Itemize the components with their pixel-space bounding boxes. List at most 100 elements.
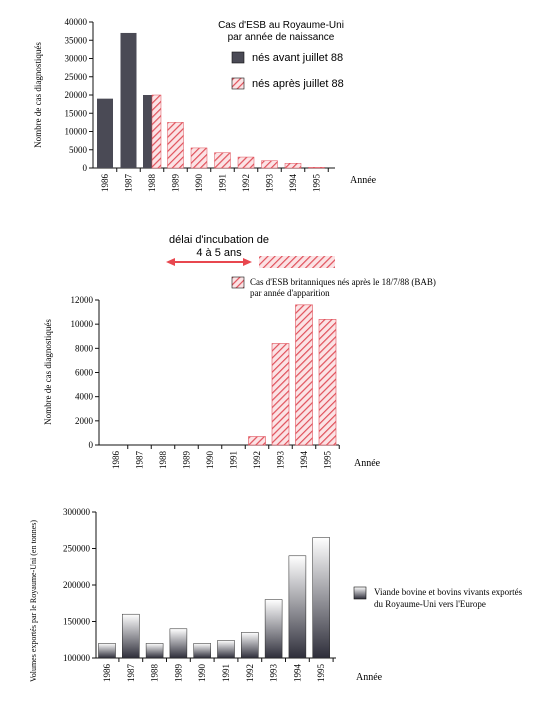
c2-xtick-label: 1994 — [299, 451, 309, 470]
c2-ytick-label: 12000 — [71, 295, 94, 305]
chart1-title-line2: par année de naissance — [228, 32, 335, 43]
c3-bar-1991 — [217, 640, 235, 659]
chart1-legend-swatch-after — [231, 77, 245, 90]
c1-bar-after-1994 — [284, 163, 302, 169]
c1-ytick-label: 20000 — [65, 90, 88, 100]
c3-ytick-label: 150000 — [63, 617, 91, 627]
chart2-legend-line1: Cas d'ESB britanniques nés après le 18/7… — [250, 277, 436, 287]
c1-bar-after-1992 — [237, 156, 255, 169]
c1-xtick-label: 1990 — [194, 174, 204, 193]
c2-bar-1995 — [318, 319, 337, 446]
c1-xtick-label: 1986 — [100, 174, 110, 193]
c3-ytick-label: 300000 — [63, 507, 91, 517]
c1-ytick-label: 0 — [83, 163, 88, 173]
c3-xtick-label: 1991 — [221, 664, 231, 682]
c1-ytick-label: 10000 — [65, 127, 88, 137]
chart2-legend-line2: par année d'apparition — [250, 288, 330, 298]
c1-ytick-label: 35000 — [65, 35, 88, 45]
c3-ytick-label: 200000 — [63, 580, 91, 590]
c1-bar-after-1993 — [261, 160, 278, 169]
c3-xtick-label: 1988 — [150, 664, 160, 683]
c1-bar-before-1986 — [97, 98, 113, 168]
c1-xtick-label: 1989 — [171, 174, 181, 193]
c2-xtick-label: 1987 — [135, 451, 145, 470]
c3-bar-1987 — [122, 613, 140, 659]
chart3-legend-swatch — [353, 586, 367, 600]
c3-bar-1989 — [169, 628, 188, 659]
chart1-ylabel: Nombre de cas diagnostiqués — [33, 42, 43, 148]
c3-xtick-label: 1986 — [102, 664, 112, 683]
c1-xtick-label: 1988 — [147, 174, 157, 193]
c2-xtick-label: 1991 — [229, 451, 239, 469]
c2-ytick-label: 6000 — [75, 368, 94, 378]
incubation-annotation-line1: délai d'incubation de — [169, 234, 269, 246]
chart1-legend-swatch-before — [231, 51, 245, 64]
c3-bar-1992 — [241, 632, 259, 659]
chart2-bars — [248, 304, 337, 446]
chart-1: Nombre de cas diagnostiqués 0 5000 10000 15… — [33, 17, 377, 192]
chart2-xlabel: Année — [354, 458, 381, 469]
c1-bar-after-1990 — [190, 147, 208, 169]
c3-bar-1986 — [98, 643, 116, 659]
incubation-hatched-band — [259, 256, 335, 268]
c2-xtick-label: 1995 — [323, 451, 333, 470]
incubation-annotation-line2: 4 à 5 ans — [196, 247, 242, 259]
c2-ytick-label: 10000 — [71, 319, 94, 329]
c3-bar-1995 — [312, 537, 330, 659]
c1-xtick-label: 1987 — [124, 174, 134, 193]
chart2-legend-swatch — [231, 276, 245, 289]
chart2-y-ticks: 0 2000 4000 6000 8000 10000 12000 — [71, 295, 99, 450]
c2-ytick-label: 8000 — [75, 343, 94, 353]
c2-xtick-label: 1989 — [182, 451, 192, 470]
chart1-legend-label-after: nés après juillet 88 — [252, 78, 344, 90]
c1-xtick-label: 1992 — [241, 174, 251, 192]
c2-ytick-label: 0 — [89, 440, 94, 450]
chart1-legend-label-before: nés avant juillet 88 — [252, 52, 343, 64]
c2-ytick-label: 4000 — [75, 392, 94, 402]
c2-bar-1993 — [271, 343, 290, 446]
c1-ytick-label: 30000 — [65, 54, 88, 64]
c2-xtick-label: 1993 — [276, 451, 286, 470]
c1-xtick-label: 1993 — [265, 174, 275, 193]
c2-ytick-label: 2000 — [75, 416, 94, 426]
c2-xtick-label: 1990 — [205, 451, 215, 470]
c1-bar-after-1988 — [151, 94, 162, 169]
c1-bar-after-1989 — [167, 122, 184, 169]
chart3-legend-line2: du Royaume-Uni vers l'Europe — [374, 599, 486, 609]
chart1-x-ticks: 1986 1987 1988 1989 1990 1991 1992 1993 1994 1995 — [100, 168, 329, 193]
c1-bar-before-1988 — [143, 95, 152, 168]
c1-xtick-label: 1991 — [218, 174, 228, 192]
c1-ytick-label: 40000 — [65, 17, 88, 27]
chart3-x-ticks: 1986 1987 1988 1989 1990 1991 1992 1993 1994 1995 — [102, 658, 334, 683]
chart1-title-line1: Cas d'ESB au Royaume-Uni — [218, 20, 344, 31]
c1-ytick-label: 25000 — [65, 72, 88, 82]
chart1-xlabel: Année — [350, 175, 377, 186]
c2-xtick-label: 1992 — [252, 451, 262, 469]
c3-xtick-label: 1994 — [292, 664, 302, 683]
chart2-ylabel: Nombre de cas diagnostiqués — [43, 319, 53, 425]
c2-bar-1994 — [295, 304, 313, 446]
c3-xtick-label: 1989 — [173, 664, 183, 683]
c2-bar-1992 — [248, 436, 266, 446]
c1-xtick-label: 1994 — [288, 174, 298, 193]
c2-xtick-label: 1986 — [111, 451, 121, 470]
c1-bar-before-1987 — [120, 32, 137, 169]
c1-bar-after-1991 — [214, 152, 231, 169]
chart2-x-ticks: 1986 1987 1988 1989 1990 1991 1992 1993 1994 1995 — [111, 445, 340, 470]
c3-bar-1988 — [145, 643, 164, 659]
c2-xtick-label: 1988 — [158, 451, 168, 470]
c1-ytick-label: 15000 — [65, 108, 88, 118]
chart3-y-ticks: 100000 150000 200000 250000 300000 — [63, 507, 96, 663]
c1-bar-after-1995 — [308, 167, 325, 169]
c3-xtick-label: 1995 — [316, 664, 326, 683]
c3-bar-1993 — [264, 599, 283, 659]
chart3-legend-line1: Viande bovine et bovins vivants exportés — [374, 587, 523, 597]
c3-xtick-label: 1987 — [126, 664, 136, 683]
chart3-bars — [98, 537, 330, 659]
c1-xtick-label: 1995 — [312, 174, 322, 193]
chart-2: délai d'incubation de 4 à 5 ans Cas d'ES… — [43, 234, 436, 469]
c3-xtick-label: 1993 — [269, 664, 279, 683]
chart-3: Volumes exportés par le Royaume-Uni (en … — [29, 507, 523, 683]
chart1-y-ticks: 0 5000 10000 15000 20000 25000 30000 35000 40000 — [65, 17, 93, 173]
